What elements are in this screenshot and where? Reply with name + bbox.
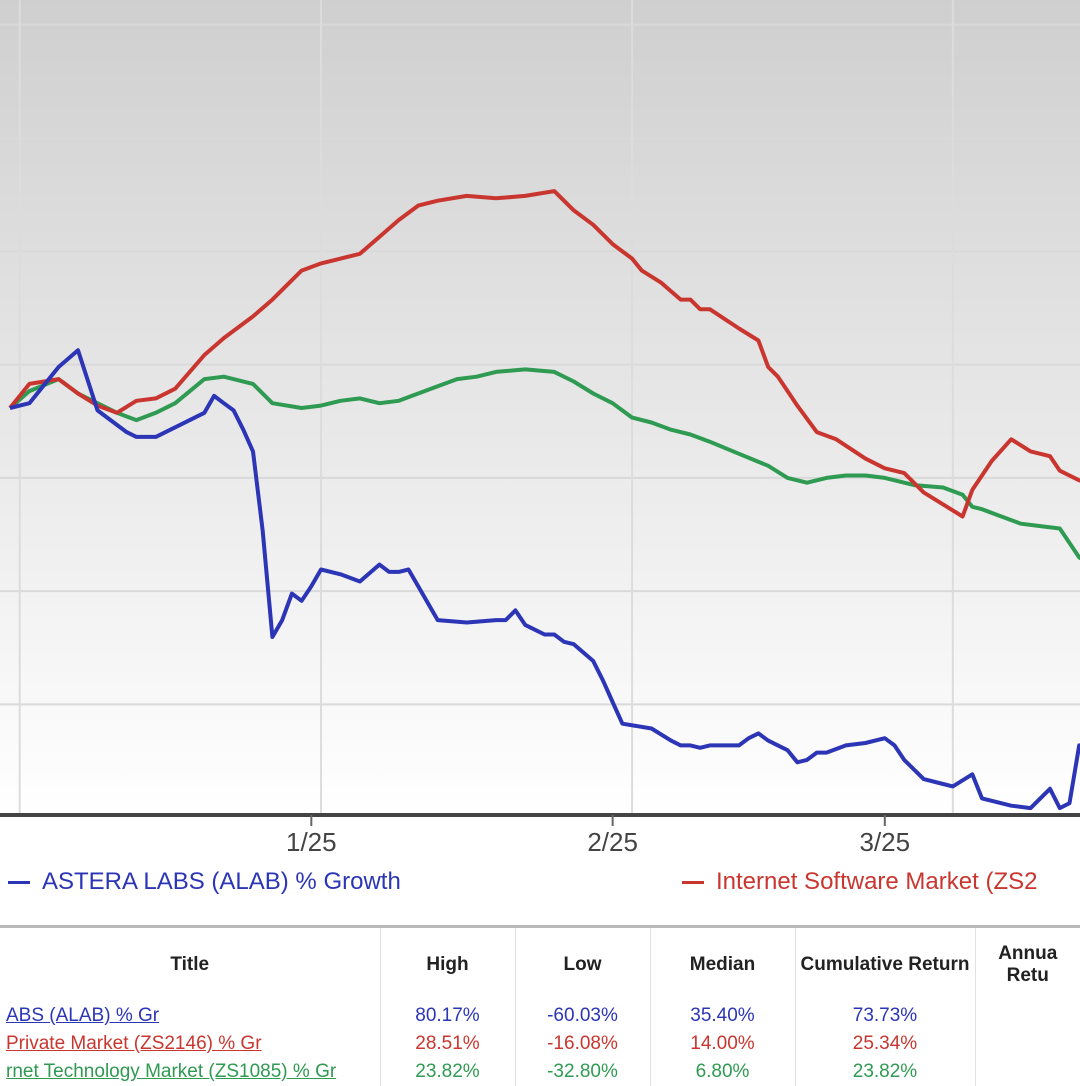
table-header-row: Title High Low Median Cumulative Return … [0,926,1080,1002]
cell-annualized [974,1058,1080,1086]
row-title-link[interactable]: ABS (ALAB) % Gr [6,1005,160,1026]
series-layer [8,189,1080,811]
legend-label-internet-software: Internet Software Market (ZS2 [716,868,1038,895]
cell-high: 80.17% [379,1002,515,1030]
header-cumulative-return: Cumulative Return [794,926,975,1002]
line-chart: 1/25 2/25 3/25 [0,0,1080,857]
cell-cumulative: 25.34% [794,1030,975,1058]
cell-cumulative: 73.73% [794,1002,975,1030]
cell-annualized [974,1002,1080,1030]
series-line-internet-technology [8,367,1080,561]
header-low: Low [514,926,650,1002]
cell-median: 14.00% [649,1030,795,1058]
gridlines [0,0,1080,815]
chart-legend: ASTERA LABS (ALAB) % Growth Internet Sof… [0,860,1080,910]
table-row: rnet Technology Market (ZS1085) % Gr 23.… [0,1058,1080,1086]
header-annualized-return: Annua Retu [974,926,1080,1002]
row-title-link[interactable]: rnet Technology Market (ZS1085) % Gr [6,1061,337,1082]
chart-area: 1/25 2/25 3/25 [0,0,1080,857]
cell-median: 6.80% [649,1058,795,1086]
cell-annualized [974,1030,1080,1058]
header-median: Median [649,926,795,1002]
series-line-internet-software [8,189,1080,519]
table-row: Private Market (ZS2146) % Gr 28.51% -16.… [0,1030,1080,1058]
legend-swatch-alab [8,881,30,885]
series-line-alab [9,348,1080,811]
header-title: Title [170,954,210,975]
cell-low: -60.03% [514,1002,650,1030]
legend-item-internet-software[interactable]: Internet Software Market (ZS2 [682,868,1037,896]
table-row: ABS (ALAB) % Gr 80.17% -60.03% 35.40% 73… [0,1002,1080,1030]
x-axis-ticks: 1/25 2/25 3/25 [286,815,910,857]
cell-high: 28.51% [379,1030,515,1058]
row-title-link[interactable]: Private Market (ZS2146) % Gr [6,1033,262,1054]
cell-high: 23.82% [379,1058,515,1086]
cell-low: -32.80% [514,1058,650,1086]
stats-table: Title High Low Median Cumulative Return … [0,925,1080,1086]
header-high: High [379,926,515,1002]
x-tick-label: 2/25 [587,827,638,857]
legend-swatch-internet-software [682,881,704,885]
cell-median: 35.40% [649,1002,795,1030]
x-tick-label: 3/25 [859,827,910,857]
plot-background [0,0,1080,815]
cell-low: -16.08% [514,1030,650,1058]
legend-label-alab: ASTERA LABS (ALAB) % Growth [42,868,401,895]
x-tick-label: 1/25 [286,827,337,857]
legend-item-alab[interactable]: ASTERA LABS (ALAB) % Growth [8,868,401,896]
cell-cumulative: 23.82% [794,1058,975,1086]
